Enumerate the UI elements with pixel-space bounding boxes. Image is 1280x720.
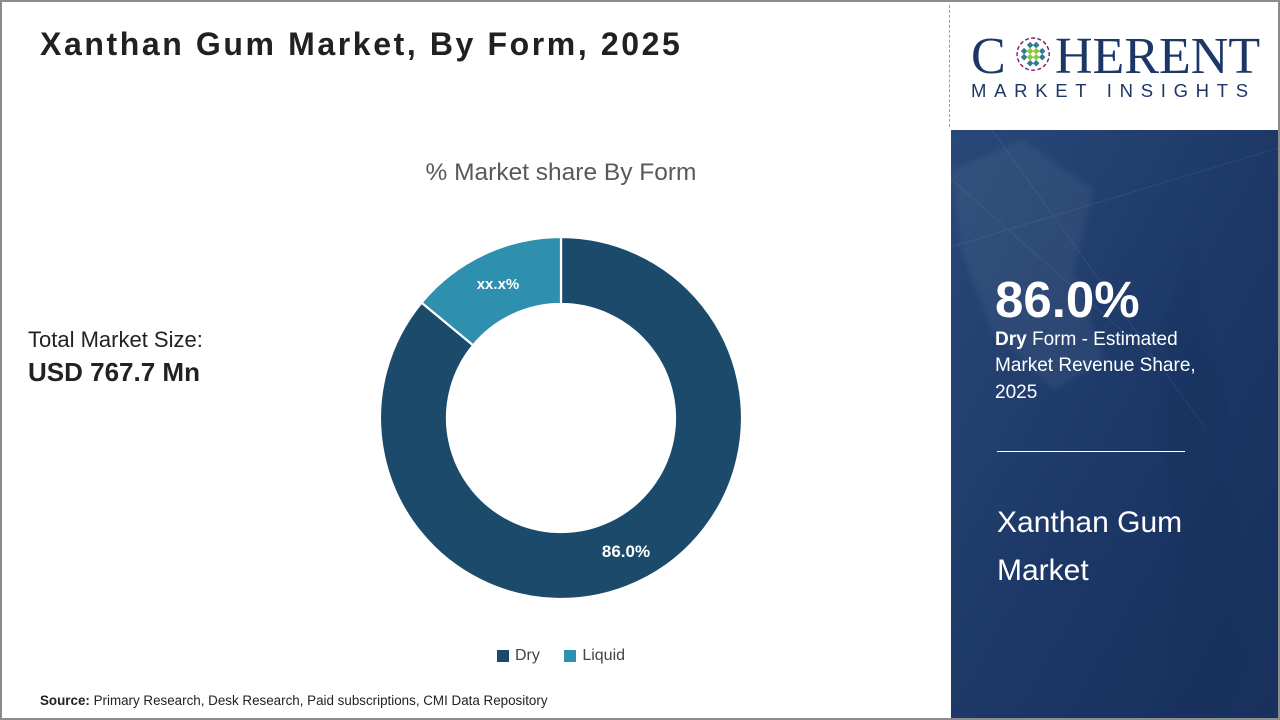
- svg-text:C: C: [971, 32, 1006, 85]
- svg-text:HERENT: HERENT: [1055, 32, 1260, 85]
- svg-text:xx.x%: xx.x%: [477, 276, 520, 293]
- svg-text:86.0%: 86.0%: [602, 542, 650, 561]
- svg-text:MARKET INSIGHTS: MARKET INSIGHTS: [971, 80, 1256, 101]
